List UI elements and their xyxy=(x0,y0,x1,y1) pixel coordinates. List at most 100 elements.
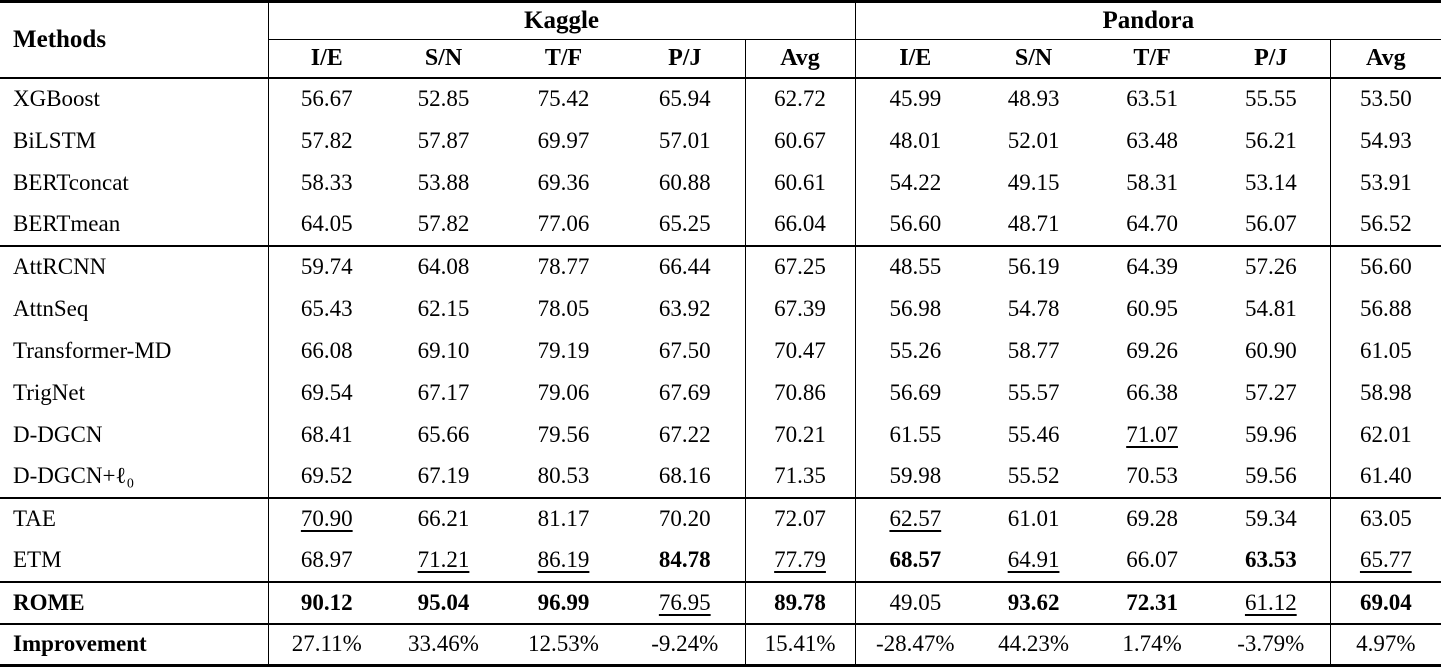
value-cell: 56.60 xyxy=(1329,244,1441,288)
method-name: ETM xyxy=(13,547,62,572)
value-cell: 44.23% xyxy=(975,622,1093,666)
value-cell: 86.19 xyxy=(537,547,590,572)
value-cell: 67.69 xyxy=(658,379,711,405)
value-cell: 54.93 xyxy=(1329,119,1441,162)
value-cell: 54.22 xyxy=(854,161,976,204)
value-cell: 69.28 xyxy=(1092,496,1213,540)
table-body: XGBoost 56.67 52.85 75.42 65.94 62.72 45.99 48.… xyxy=(0,77,1441,666)
value-cell: 55.55 xyxy=(1244,86,1297,111)
methods-column-header: Methods xyxy=(0,1,268,79)
value-cell: 49.05 xyxy=(854,580,976,624)
kaggle-col-pj: P/J xyxy=(625,39,745,79)
value-cell: 69.97 xyxy=(537,127,590,153)
value-cell: 65.66 xyxy=(417,421,470,447)
method-name: ROME xyxy=(0,580,268,624)
value-cell: 54.78 xyxy=(1007,295,1060,321)
value-cell: 71.35 xyxy=(744,455,856,498)
value-cell: 89.78 xyxy=(744,580,856,624)
method-name: D-DGCN+ℓ₀ xyxy=(13,463,135,488)
value-cell: 84.78 xyxy=(658,547,711,572)
value-cell: 69.52 xyxy=(267,455,385,498)
value-cell: 70.53 xyxy=(1126,463,1178,488)
table-row: ROME 90.12 95.04 96.99 76.95 89.78 49.05 93.62 7… xyxy=(0,580,1441,624)
value-cell: 61.12 xyxy=(1212,580,1331,624)
value-cell: 76.95 xyxy=(625,580,745,624)
value-cell: 67.22 xyxy=(658,421,711,447)
method-name: TrigNet xyxy=(13,379,85,405)
kaggle-group-header: Kaggle xyxy=(267,1,856,40)
value-cell: 70.21 xyxy=(744,413,856,456)
method-name: AttnSeq xyxy=(13,295,89,321)
value-cell: 48.55 xyxy=(854,244,976,288)
kaggle-col-ie: I/E xyxy=(267,39,385,79)
value-cell: 59.98 xyxy=(854,455,976,498)
value-cell: 62.01 xyxy=(1329,413,1441,456)
value-cell: 64.05 xyxy=(267,203,385,246)
value-cell: 61.55 xyxy=(854,413,976,456)
method-name: XGBoost xyxy=(13,86,100,111)
value-cell: 65.43 xyxy=(267,287,385,330)
value-cell: 61.01 xyxy=(975,496,1093,540)
pandora-col-sn: S/N xyxy=(975,39,1093,79)
value-cell: -3.79% xyxy=(1212,622,1331,666)
method-name: Improvement xyxy=(0,622,268,666)
value-cell: 55.52 xyxy=(1007,463,1060,488)
value-cell: 61.05 xyxy=(1329,329,1441,372)
value-cell: 57.26 xyxy=(1212,244,1331,288)
value-cell: 64.08 xyxy=(385,244,502,288)
value-cell: 68.41 xyxy=(267,413,385,456)
value-cell: 1.74% xyxy=(1092,622,1213,666)
value-cell: 63.48 xyxy=(1126,127,1178,153)
value-cell: 63.92 xyxy=(658,295,711,321)
value-cell: 70.86 xyxy=(744,371,856,414)
value-cell: 56.07 xyxy=(1244,211,1297,236)
value-cell: 60.90 xyxy=(1244,337,1297,363)
value-cell: 59.74 xyxy=(267,244,385,288)
table-row: Transformer-MD 66.08 69.10 79.19 67.50 70.47 5… xyxy=(0,329,1441,372)
value-cell: 62.15 xyxy=(417,295,470,321)
value-cell: 56.67 xyxy=(267,77,385,120)
value-cell: 79.56 xyxy=(537,421,590,447)
value-cell: 4.97% xyxy=(1329,622,1441,666)
value-cell: 62.57 xyxy=(854,496,976,540)
value-cell: 57.87 xyxy=(417,127,470,153)
value-cell: 77.79 xyxy=(744,539,856,582)
value-cell: 79.06 xyxy=(537,379,590,405)
method-name: BERTconcat xyxy=(13,169,129,195)
pandora-col-avg: Avg xyxy=(1329,39,1441,79)
value-cell: 57.82 xyxy=(267,119,385,162)
value-cell: 72.07 xyxy=(744,496,856,540)
value-cell: 48.71 xyxy=(1007,211,1060,236)
value-cell: 70.47 xyxy=(744,329,856,372)
value-cell: 79.19 xyxy=(537,337,590,363)
table-row: ETM 68.97 71.21 86.19 84.78 77.79 68.57 64.91 66… xyxy=(0,539,1441,582)
value-cell: -28.47% xyxy=(854,622,976,666)
method-name: AttRCNN xyxy=(0,244,268,288)
value-cell: 64.91 xyxy=(1007,547,1060,572)
value-cell: 49.15 xyxy=(1007,169,1060,195)
value-cell: 66.07 xyxy=(1126,547,1178,572)
method-name: D-DGCN xyxy=(13,421,103,447)
value-cell: 56.21 xyxy=(1244,127,1297,153)
value-cell: 64.39 xyxy=(1092,244,1213,288)
value-cell: 65.94 xyxy=(658,86,711,111)
table-row: BERTmean 64.05 57.82 77.06 65.25 66.04 56.60 48… xyxy=(0,203,1441,246)
kaggle-col-avg: Avg xyxy=(744,39,856,79)
table-row: D-DGCN 68.41 65.66 79.56 67.22 70.21 61.55 55.4… xyxy=(0,413,1441,456)
value-cell: 69.04 xyxy=(1329,580,1441,624)
value-cell: 65.25 xyxy=(658,211,711,236)
value-cell: 64.70 xyxy=(1126,211,1178,236)
value-cell: 62.72 xyxy=(744,77,856,120)
value-cell: 53.91 xyxy=(1329,161,1441,204)
table-row: D-DGCN+ℓ₀ 69.52 67.19 80.53 68.16 71.35 59.98 5… xyxy=(0,455,1441,498)
value-cell: 80.53 xyxy=(537,463,590,488)
value-cell: 75.42 xyxy=(537,86,590,111)
value-cell: 78.77 xyxy=(502,244,625,288)
value-cell: 67.25 xyxy=(744,244,856,288)
value-cell: 56.60 xyxy=(854,203,976,246)
value-cell: 56.52 xyxy=(1329,203,1441,246)
group-header-row: Methods Kaggle Pandora xyxy=(0,1,1441,79)
value-cell: 56.69 xyxy=(854,371,976,414)
method-name: TAE xyxy=(0,496,268,540)
